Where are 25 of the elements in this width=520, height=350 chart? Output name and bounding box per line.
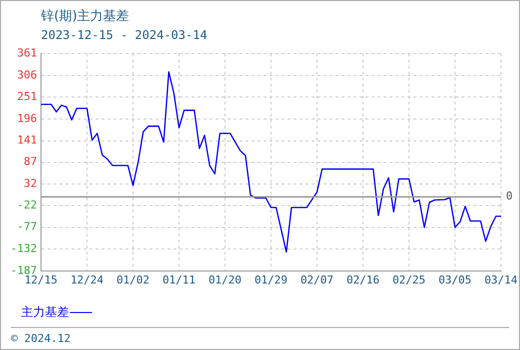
x-tick-label: 12/24 xyxy=(70,273,104,286)
x-tick-label: 01/11 xyxy=(162,273,196,286)
x-tick-label: 01/02 xyxy=(116,273,150,286)
y-tick-label: 32 xyxy=(24,176,37,190)
y-tick-label: 87 xyxy=(24,155,37,168)
text: © 2024.12 xyxy=(11,327,509,345)
x-tick-label: 02/25 xyxy=(392,273,426,286)
x-tick-label: 01/29 xyxy=(254,273,288,286)
y-tick-label: 306 xyxy=(17,68,37,82)
y-tick-label: 361 xyxy=(17,46,37,60)
x-tick-label: 01/20 xyxy=(208,273,242,286)
x-tick-label: 03/05 xyxy=(438,273,472,286)
chart-title: 锌(期)主力基差 xyxy=(41,8,130,25)
x-tick-label: 03/14 xyxy=(484,273,518,286)
y-tick-label: 251 xyxy=(17,90,37,104)
y-tick-label: 196 xyxy=(17,112,37,125)
y-tick-label: 141 xyxy=(17,134,37,147)
y-tick-label: -132 xyxy=(10,242,37,256)
x-tick-label: 02/07 xyxy=(300,273,334,286)
y-tick-label: -22 xyxy=(17,198,37,212)
ref-line-label: 0 xyxy=(506,190,513,203)
y-tick-label: -77 xyxy=(17,220,37,234)
chart-subtitle: 2023-12-15 - 2024-03-14 xyxy=(41,28,208,42)
x-tick-label: 02/16 xyxy=(346,273,380,286)
legend-label: 主力基差 xyxy=(21,304,69,321)
